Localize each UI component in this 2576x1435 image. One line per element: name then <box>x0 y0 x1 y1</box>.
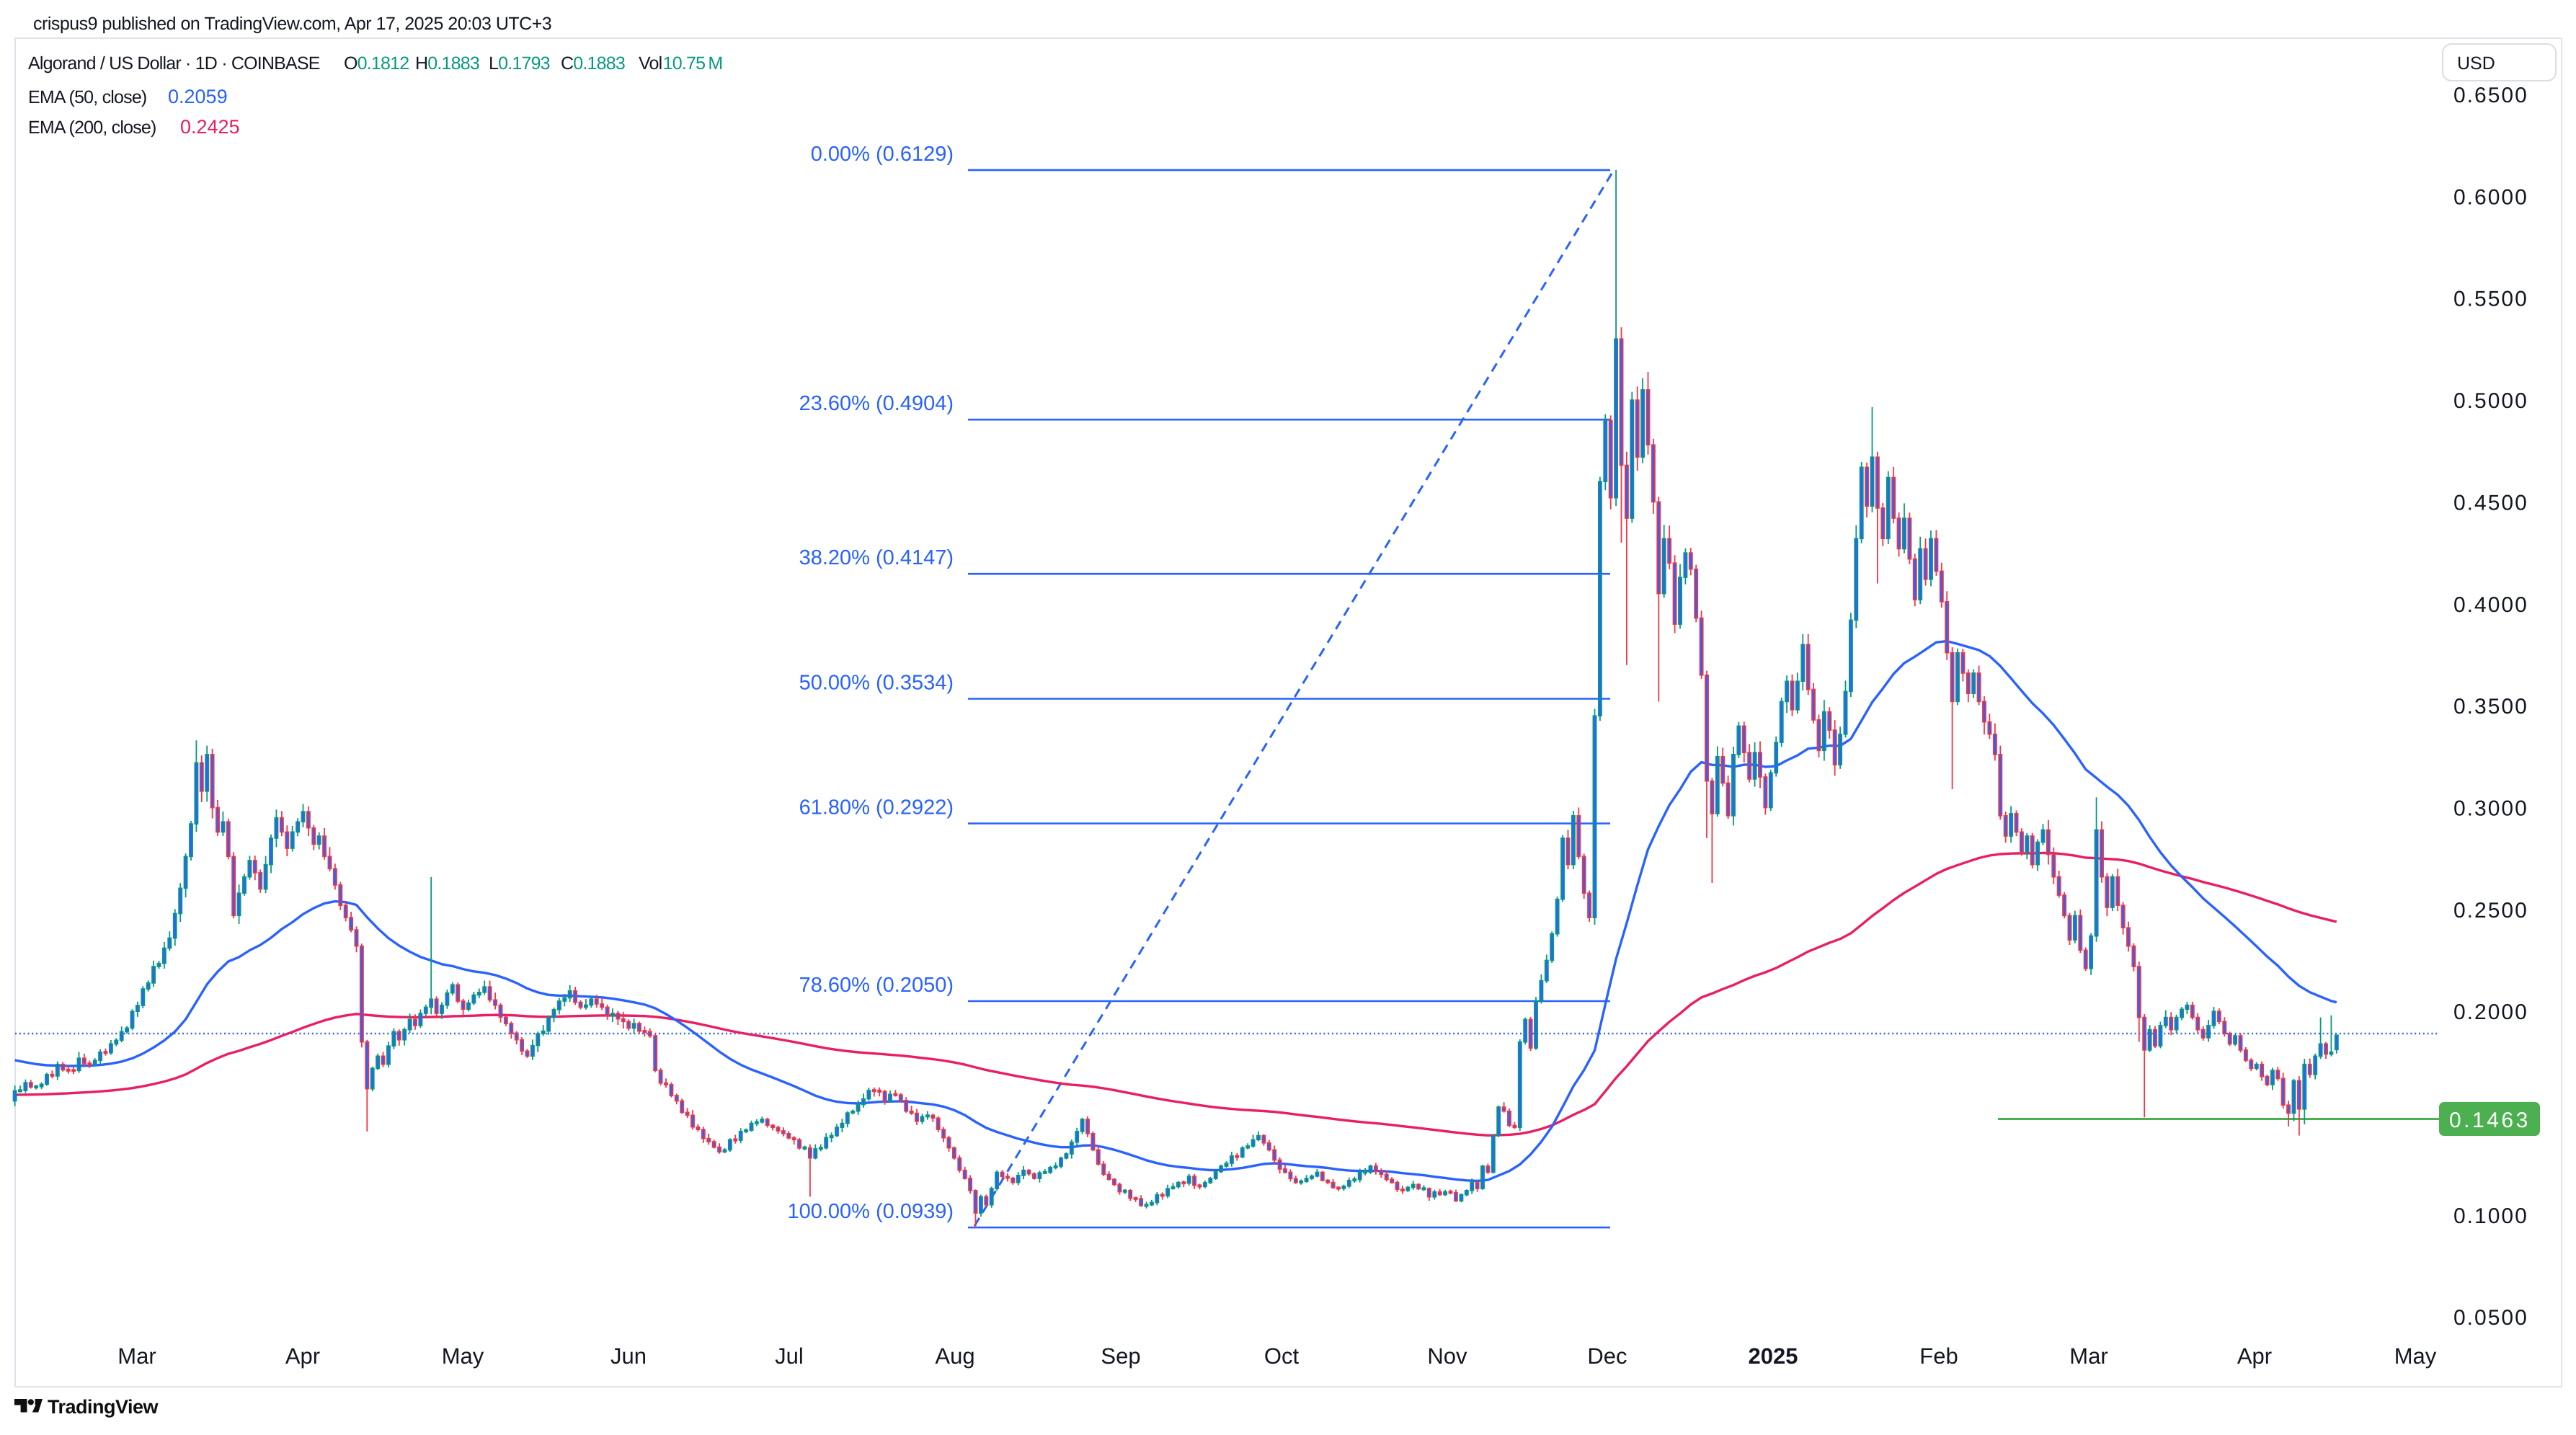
svg-text:78.60% (0.2050): 78.60% (0.2050) <box>799 974 954 997</box>
svg-text:Algorand / US Dollar · 1D · CO: Algorand / US Dollar · 1D · COINBASE <box>28 53 320 74</box>
svg-text:TradingView: TradingView <box>48 1396 159 1418</box>
svg-text:EMA (50, close): EMA (50, close) <box>28 87 146 107</box>
svg-text:Apr: Apr <box>285 1343 320 1369</box>
svg-text:0.6500: 0.6500 <box>2453 84 2528 107</box>
svg-text:0.4500: 0.4500 <box>2453 491 2528 515</box>
svg-text:EMA (200, close): EMA (200, close) <box>28 117 156 138</box>
svg-text:Nov: Nov <box>1427 1343 1467 1369</box>
svg-text:Feb: Feb <box>1919 1343 1958 1369</box>
svg-text:23.60% (0.4904): 23.60% (0.4904) <box>799 392 954 415</box>
svg-text:0.0500: 0.0500 <box>2453 1306 2528 1330</box>
svg-text:0.3500: 0.3500 <box>2453 695 2528 719</box>
svg-text:USD: USD <box>2457 53 2495 74</box>
svg-text:0.00% (0.6129): 0.00% (0.6129) <box>811 143 954 166</box>
svg-text:0.5500: 0.5500 <box>2453 288 2528 311</box>
svg-text:May: May <box>442 1343 484 1369</box>
svg-text:Jun: Jun <box>610 1343 647 1369</box>
svg-text:Mar: Mar <box>117 1343 156 1369</box>
svg-text:Sep: Sep <box>1101 1343 1140 1369</box>
svg-text:May: May <box>2394 1343 2437 1369</box>
svg-text:0.1463: 0.1463 <box>2449 1109 2531 1132</box>
svg-text:O0.1812: O0.1812 <box>344 53 409 74</box>
svg-text:50.00% (0.3534): 50.00% (0.3534) <box>799 672 954 695</box>
svg-text:H0.1883: H0.1883 <box>415 53 479 74</box>
svg-text:Apr: Apr <box>2237 1343 2272 1369</box>
svg-text:0.2059: 0.2059 <box>168 86 228 107</box>
svg-text:Aug: Aug <box>935 1343 974 1369</box>
svg-text:L0.1793: L0.1793 <box>489 53 550 74</box>
svg-text:0.1000: 0.1000 <box>2453 1204 2528 1228</box>
svg-text:0.5000: 0.5000 <box>2453 389 2528 413</box>
svg-text:61.80% (0.2922): 61.80% (0.2922) <box>799 796 954 819</box>
svg-text:Oct: Oct <box>1264 1343 1300 1369</box>
svg-text:0.2425: 0.2425 <box>180 116 240 138</box>
svg-text:0.2000: 0.2000 <box>2453 1000 2528 1024</box>
svg-text:Jul: Jul <box>775 1343 804 1369</box>
svg-text:Mar: Mar <box>2069 1343 2108 1369</box>
svg-text:Vol 10.75 M: Vol 10.75 M <box>639 53 722 74</box>
svg-text:crispus9 published on TradingV: crispus9 published on TradingView.com, A… <box>33 14 551 34</box>
svg-text:0.6000: 0.6000 <box>2453 185 2528 209</box>
svg-text:100.00% (0.0939): 100.00% (0.0939) <box>787 1200 954 1223</box>
svg-text:38.20% (0.4147): 38.20% (0.4147) <box>799 546 954 569</box>
svg-text:0.3000: 0.3000 <box>2453 797 2528 821</box>
svg-text:0.4000: 0.4000 <box>2453 593 2528 617</box>
svg-text:0.2500: 0.2500 <box>2453 899 2528 923</box>
svg-text:C0.1883: C0.1883 <box>561 53 625 74</box>
svg-text:2025: 2025 <box>1749 1343 1798 1369</box>
svg-text:Dec: Dec <box>1587 1343 1627 1369</box>
